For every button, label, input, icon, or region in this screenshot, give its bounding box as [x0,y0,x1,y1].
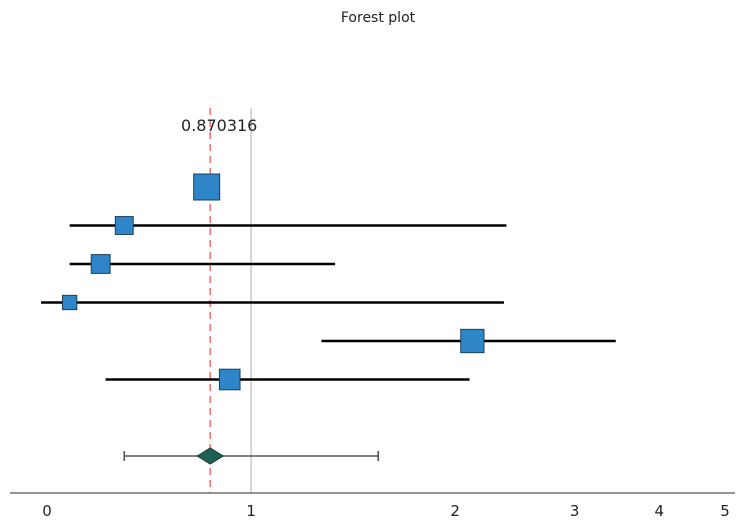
chart-title: Forest plot [341,10,416,26]
x-tick-labels: 0 1 2 3 4 5 [42,502,730,520]
study-row [105,368,470,391]
study-marker [193,173,221,201]
pooled-diamond [196,447,225,465]
pooled-estimate-label: 0.870316 [181,116,257,135]
x-tick-label: 4 [655,502,665,520]
study-row [41,294,504,311]
x-tick-label: 2 [450,502,460,520]
x-tick-label: 3 [570,502,580,520]
study-row [193,173,221,201]
study-marker [460,328,485,354]
x-tick-label: 0 [42,502,52,520]
study-marker [90,254,111,274]
study-marker [218,368,241,391]
study-rows [41,173,616,391]
study-row [321,328,616,354]
study-marker [114,216,134,235]
pooled-summary [123,447,380,465]
study-row [69,216,507,235]
study-marker [62,294,78,311]
x-tick-label: 5 [720,502,730,520]
study-row [69,254,336,274]
x-tick-label: 1 [246,502,256,520]
